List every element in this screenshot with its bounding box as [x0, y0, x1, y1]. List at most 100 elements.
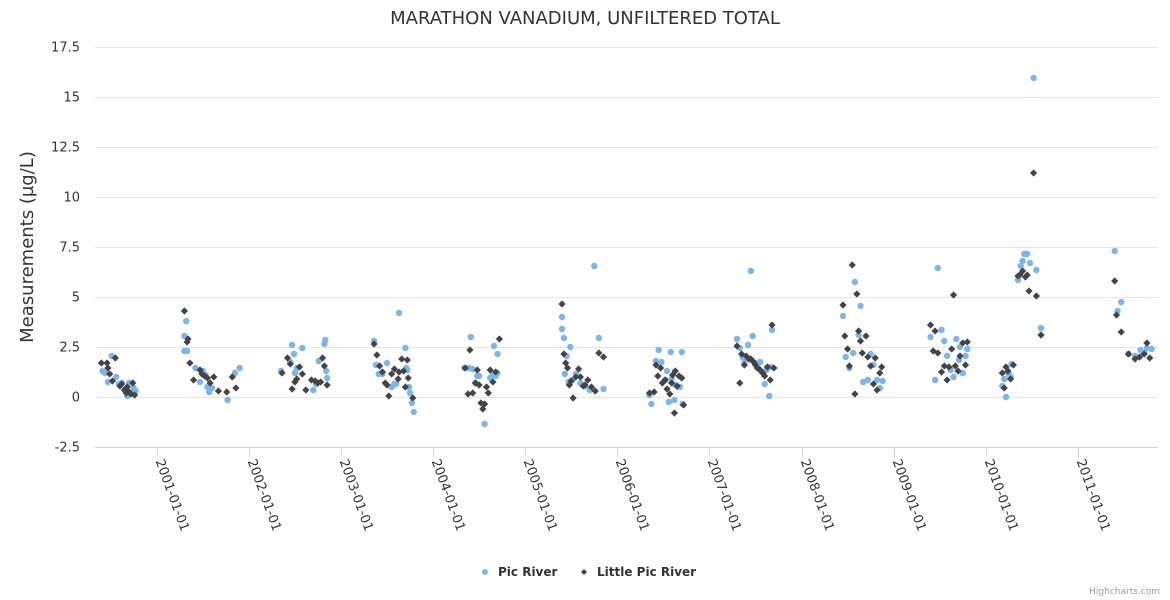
data-point-pic-river[interactable]	[934, 264, 941, 272]
data-point-little-pic-river[interactable]	[862, 332, 870, 340]
data-point-little-pic-river[interactable]	[670, 409, 678, 417]
data-point-pic-river[interactable]	[665, 398, 673, 406]
data-point-little-pic-river[interactable]	[740, 361, 748, 369]
data-point-little-pic-river[interactable]	[567, 377, 575, 385]
data-point-pic-river[interactable]	[678, 348, 685, 356]
data-point-little-pic-river[interactable]	[97, 359, 105, 367]
data-point-little-pic-river[interactable]	[768, 321, 776, 329]
data-point-pic-river[interactable]	[733, 335, 741, 343]
data-point-little-pic-river[interactable]	[1136, 353, 1144, 361]
data-point-little-pic-river[interactable]	[206, 379, 214, 387]
data-point-little-pic-river[interactable]	[390, 365, 398, 373]
data-point-little-pic-river[interactable]	[370, 340, 378, 348]
data-point-pic-river[interactable]	[600, 385, 607, 393]
data-point-little-pic-river[interactable]	[663, 385, 671, 393]
data-point-little-pic-river[interactable]	[293, 375, 301, 383]
data-point-pic-river[interactable]	[1014, 276, 1022, 284]
data-point-little-pic-river[interactable]	[1016, 271, 1024, 279]
data-point-pic-river[interactable]	[671, 396, 678, 404]
data-point-little-pic-river[interactable]	[376, 362, 384, 370]
data-point-little-pic-river[interactable]	[394, 375, 402, 383]
data-point-little-pic-river[interactable]	[858, 349, 866, 357]
data-point-pic-river[interactable]	[323, 374, 331, 382]
data-point-little-pic-river[interactable]	[373, 351, 381, 359]
data-point-little-pic-river[interactable]	[841, 332, 849, 340]
data-point-pic-river[interactable]	[288, 341, 296, 349]
data-point-little-pic-river[interactable]	[103, 359, 111, 367]
data-point-little-pic-river[interactable]	[400, 367, 408, 375]
data-point-pic-river[interactable]	[1030, 74, 1037, 82]
data-point-little-pic-river[interactable]	[403, 356, 411, 364]
data-point-pic-river[interactable]	[756, 358, 764, 366]
data-point-little-pic-river[interactable]	[486, 366, 494, 374]
data-point-little-pic-river[interactable]	[180, 307, 188, 315]
data-point-little-pic-river[interactable]	[576, 373, 584, 381]
data-point-pic-river[interactable]	[236, 364, 243, 372]
data-point-little-pic-river[interactable]	[320, 362, 328, 370]
data-point-little-pic-river[interactable]	[388, 370, 396, 378]
data-point-little-pic-river[interactable]	[569, 394, 577, 402]
data-point-little-pic-river[interactable]	[956, 352, 964, 360]
data-point-little-pic-river[interactable]	[1025, 287, 1033, 295]
data-point-little-pic-river[interactable]	[1009, 361, 1017, 369]
data-point-pic-river[interactable]	[938, 326, 945, 334]
data-point-little-pic-river[interactable]	[484, 389, 492, 397]
data-point-pic-river[interactable]	[768, 326, 776, 334]
data-point-pic-river[interactable]	[1148, 345, 1155, 353]
data-point-little-pic-river[interactable]	[323, 381, 331, 389]
data-point-pic-river[interactable]	[481, 420, 488, 428]
data-point-little-pic-river[interactable]	[652, 361, 660, 369]
data-point-pic-river[interactable]	[964, 345, 971, 353]
data-point-pic-river[interactable]	[224, 396, 231, 404]
data-point-pic-river[interactable]	[747, 267, 755, 275]
data-point-pic-river[interactable]	[1037, 324, 1045, 332]
data-point-little-pic-river[interactable]	[940, 362, 948, 370]
data-point-little-pic-river[interactable]	[210, 373, 218, 381]
data-point-pic-river[interactable]	[290, 350, 298, 358]
data-point-pic-river[interactable]	[402, 344, 409, 352]
data-point-pic-river[interactable]	[1033, 266, 1040, 274]
data-point-little-pic-river[interactable]	[595, 349, 603, 357]
data-point-little-pic-river[interactable]	[669, 371, 677, 379]
data-point-pic-river[interactable]	[291, 369, 299, 377]
data-point-pic-river[interactable]	[849, 349, 857, 357]
data-point-little-pic-river[interactable]	[770, 364, 778, 372]
data-point-pic-river[interactable]	[855, 331, 862, 339]
data-point-little-pic-river[interactable]	[123, 383, 131, 391]
data-point-pic-river[interactable]	[561, 370, 568, 378]
data-point-pic-river[interactable]	[1118, 298, 1125, 306]
data-point-pic-river[interactable]	[408, 399, 416, 407]
data-point-pic-river[interactable]	[405, 383, 413, 391]
data-point-pic-river[interactable]	[322, 336, 329, 344]
data-point-little-pic-river[interactable]	[666, 390, 674, 398]
data-point-pic-river[interactable]	[310, 386, 317, 394]
data-point-little-pic-river[interactable]	[584, 376, 592, 384]
data-point-little-pic-river[interactable]	[668, 379, 676, 387]
data-point-little-pic-river[interactable]	[232, 384, 240, 392]
data-point-little-pic-river[interactable]	[190, 376, 198, 384]
legend-item-pic-river[interactable]: Pic River	[482, 565, 558, 579]
data-point-pic-river[interactable]	[393, 380, 400, 388]
data-point-little-pic-river[interactable]	[848, 261, 856, 269]
data-point-little-pic-river[interactable]	[111, 354, 119, 362]
data-point-pic-river[interactable]	[1019, 257, 1026, 265]
data-point-little-pic-river[interactable]	[954, 367, 962, 375]
data-point-little-pic-river[interactable]	[661, 376, 669, 384]
data-point-pic-river[interactable]	[943, 352, 951, 360]
data-point-pic-river[interactable]	[652, 357, 660, 365]
data-point-little-pic-river[interactable]	[572, 373, 580, 381]
data-point-little-pic-river[interactable]	[184, 335, 192, 343]
data-point-little-pic-river[interactable]	[475, 381, 483, 389]
data-point-little-pic-river[interactable]	[186, 359, 194, 367]
data-point-little-pic-river[interactable]	[298, 370, 306, 378]
data-point-pic-river[interactable]	[1023, 250, 1031, 258]
data-point-pic-river[interactable]	[749, 332, 756, 340]
data-point-little-pic-river[interactable]	[766, 376, 774, 384]
data-point-pic-river[interactable]	[560, 334, 568, 342]
data-point-pic-river[interactable]	[467, 333, 474, 341]
data-point-little-pic-river[interactable]	[657, 364, 665, 372]
data-point-little-pic-river[interactable]	[108, 377, 117, 385]
data-point-little-pic-river[interactable]	[383, 381, 391, 389]
data-point-pic-river[interactable]	[410, 408, 417, 416]
data-point-little-pic-river[interactable]	[869, 380, 877, 388]
